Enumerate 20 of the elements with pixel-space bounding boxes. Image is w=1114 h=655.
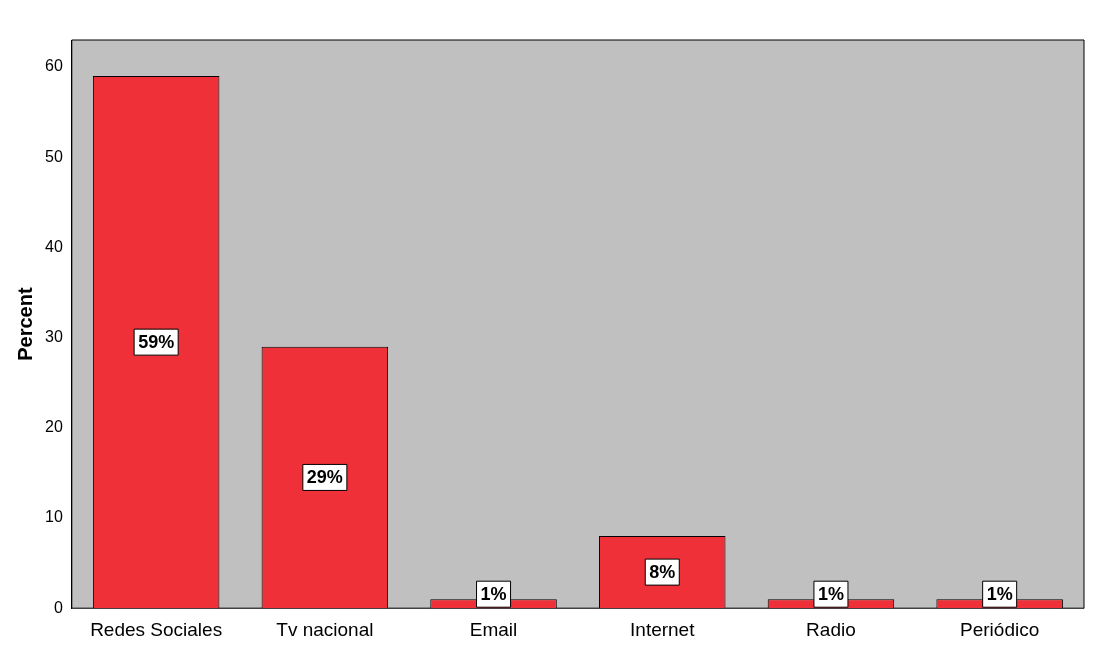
x-tick-label: Tv nacional [276,618,374,640]
y-axis-title: Percent [13,287,36,361]
data-label: 1% [817,584,844,605]
data-label: 59% [138,332,175,353]
data-label: 1% [480,584,507,605]
y-tick-label: 10 [45,508,63,526]
data-label: 8% [649,562,676,583]
x-tick-label: Radio [806,618,856,640]
x-tick-label: Internet [630,618,696,640]
x-tick-label: Email [469,618,518,640]
x-tick-label: Redes Sociales [90,618,223,640]
y-tick-label: 60 [45,57,63,75]
data-label: 29% [306,467,343,488]
y-tick-label: 40 [45,237,63,255]
y-tick-label: 20 [45,418,63,436]
y-tick-label: 30 [45,328,63,346]
y-tick-label: 0 [53,598,63,616]
y-tick-label: 50 [45,147,63,165]
x-tick-label: Periódico [960,618,1040,640]
data-label: 1% [986,584,1013,605]
